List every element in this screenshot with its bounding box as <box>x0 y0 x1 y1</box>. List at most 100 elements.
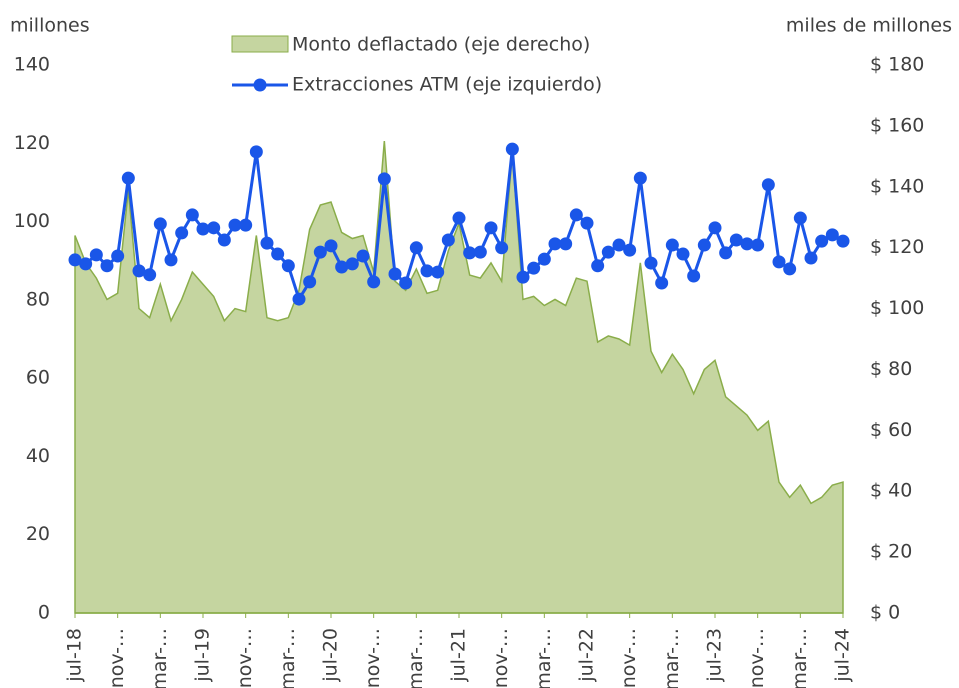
x-tick-label: mar-… <box>789 628 811 688</box>
x-tick-label: mar-… <box>661 628 683 688</box>
x-tick-label: jul-18 <box>64 628 86 683</box>
marker <box>644 256 658 270</box>
y2-axis-title: miles de millones <box>786 15 952 37</box>
marker <box>804 251 818 265</box>
marker <box>100 259 114 273</box>
y2-tick-label: $ 0 <box>870 602 900 624</box>
x-tick-label: mar-… <box>277 628 299 688</box>
marker <box>196 222 210 236</box>
marker <box>207 221 221 235</box>
y-axis-title: millones <box>10 15 90 37</box>
marker <box>335 260 349 274</box>
y2-tick-label: $ 20 <box>870 541 912 563</box>
marker <box>729 233 743 247</box>
marker <box>324 239 338 253</box>
marker <box>260 236 274 250</box>
y-tick-label: 40 <box>26 445 50 467</box>
marker <box>111 249 125 263</box>
marker <box>676 247 690 261</box>
marker <box>623 243 637 257</box>
marker <box>548 237 562 251</box>
x-tick-label: jul-21 <box>448 628 470 683</box>
marker <box>313 245 327 259</box>
x-tick-label: jul-23 <box>704 628 726 683</box>
y-tick-label: 0 <box>38 602 50 624</box>
y2-tick-label: $ 160 <box>870 114 924 136</box>
legend-swatch <box>231 35 289 53</box>
marker <box>687 269 701 283</box>
marker <box>580 216 594 230</box>
marker <box>484 221 498 235</box>
marker <box>591 259 605 273</box>
y2-tick-label: $ 180 <box>870 54 924 76</box>
marker <box>356 249 370 263</box>
x-tick-label: jul-22 <box>576 628 598 683</box>
y-tick-label: 120 <box>14 132 50 154</box>
marker <box>708 221 722 235</box>
marker <box>516 270 530 284</box>
x-tick-label: jul-19 <box>192 628 214 683</box>
x-tick-label: nov-… <box>234 628 256 688</box>
marker <box>367 275 381 289</box>
marker <box>239 218 253 232</box>
marker <box>751 238 765 252</box>
marker <box>761 178 775 192</box>
x-tick-label: jul-24 <box>832 628 854 683</box>
marker <box>825 228 839 242</box>
marker <box>527 261 541 275</box>
y2-tick-label: $ 40 <box>870 480 912 502</box>
marker <box>655 276 669 290</box>
marker <box>633 171 647 185</box>
marker <box>793 211 807 225</box>
x-tick-label: nov-… <box>746 628 768 688</box>
x-tick-label: nov-… <box>490 628 512 688</box>
marker <box>772 255 786 269</box>
legend-label: Extracciones ATM (eje izquierdo) <box>292 74 602 96</box>
marker <box>292 292 306 306</box>
marker <box>121 171 135 185</box>
marker <box>815 234 829 248</box>
marker <box>431 265 445 279</box>
marker <box>388 267 402 281</box>
marker <box>175 226 189 240</box>
x-tick-label: mar-… <box>149 628 171 688</box>
marker <box>505 142 519 156</box>
legend-swatch <box>253 78 267 92</box>
marker <box>836 234 850 248</box>
y-tick-label: 140 <box>14 54 50 76</box>
x-tick-label: nov-… <box>362 628 384 688</box>
marker <box>79 257 93 271</box>
marker <box>345 257 359 271</box>
marker <box>303 275 317 289</box>
y2-tick-label: $ 80 <box>870 358 912 380</box>
marker <box>217 233 231 247</box>
marker <box>399 276 413 290</box>
marker <box>612 238 626 252</box>
marker <box>377 172 391 186</box>
marker <box>409 241 423 255</box>
y2-tick-label: $ 100 <box>870 297 924 319</box>
y-tick-label: 20 <box>26 523 50 545</box>
marker <box>601 245 615 259</box>
marker <box>783 262 797 276</box>
marker <box>249 145 263 159</box>
marker <box>452 211 466 225</box>
marker <box>185 208 199 222</box>
marker <box>441 233 455 247</box>
y2-tick-label: $ 140 <box>870 175 924 197</box>
marker <box>495 241 509 255</box>
marker <box>164 253 178 267</box>
marker <box>665 238 679 252</box>
marker <box>719 246 733 260</box>
y-tick-label: 100 <box>14 210 50 232</box>
y-tick-label: 80 <box>26 288 50 310</box>
marker <box>463 246 477 260</box>
x-tick-label: mar-… <box>533 628 555 688</box>
x-tick-label: nov-… <box>618 628 640 688</box>
marker <box>271 247 285 261</box>
x-tick-label: nov-… <box>106 628 128 688</box>
marker <box>153 217 167 231</box>
legend-label: Monto deflactado (eje derecho) <box>292 34 590 56</box>
y2-tick-label: $ 60 <box>870 419 912 441</box>
